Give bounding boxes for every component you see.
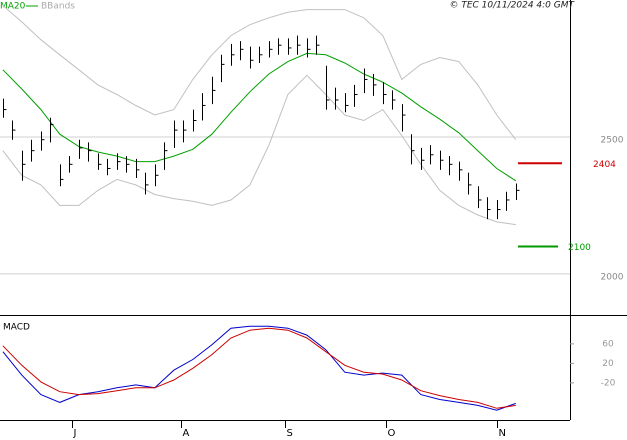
y-tick-label: 20 <box>602 359 614 369</box>
x-tick-label: S <box>287 428 293 439</box>
legend-label: BBands <box>41 2 75 12</box>
y-tick-label: 60 <box>602 339 614 349</box>
x-tick-label: O <box>388 428 396 439</box>
level-label: 2100 <box>568 243 591 253</box>
credit: © TEC 10/11/2024 4:0 GMT <box>449 1 575 11</box>
bband-lower <box>2 74 516 226</box>
macd-line <box>2 325 516 411</box>
legend-label: MA20 <box>0 2 26 12</box>
y-tick-label: -20 <box>601 378 616 388</box>
x-tick-label: A <box>183 428 190 439</box>
bband-upper <box>2 5 517 141</box>
panel-title: MACD <box>3 323 30 333</box>
macd-line <box>2 327 516 409</box>
y-tick-label: 2500 <box>601 135 624 145</box>
x-tick-label: J <box>73 428 77 439</box>
level-label: 2404 <box>593 160 616 170</box>
y-tick-label: 2000 <box>601 272 624 282</box>
x-tick-label: N <box>499 428 506 439</box>
